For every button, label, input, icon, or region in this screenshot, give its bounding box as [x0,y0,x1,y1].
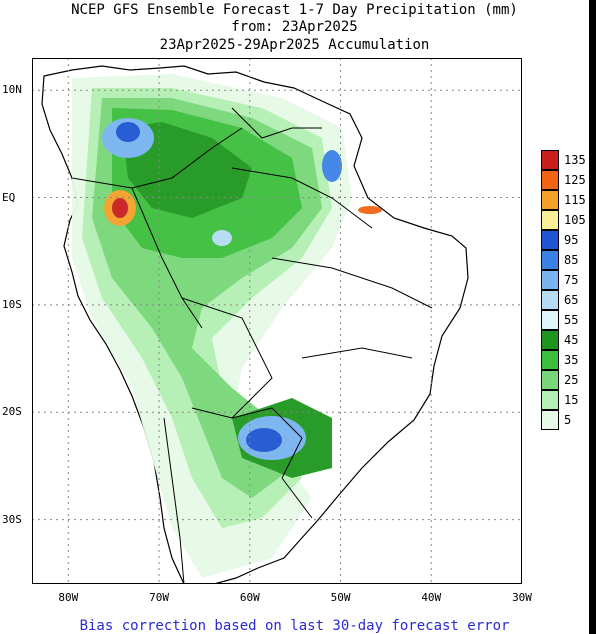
legend-color-box [541,290,559,310]
legend-label: 105 [564,213,586,227]
legend-label: 55 [564,313,579,327]
legend-color-box [541,390,559,410]
lat-tick-label: 20S [2,405,22,419]
legend-label: 85 [564,253,579,267]
precipitation-shading [72,74,382,578]
precip-blob-ecuador-red [112,198,128,218]
legend-label: 115 [564,193,586,207]
lon-tick-label: 30W [512,591,532,604]
map-svg [32,58,522,584]
lon-tick-label: 50W [330,591,351,604]
legend-label: 95 [564,233,579,247]
border-brazil-states-north [231,167,373,229]
legend-label: 125 [564,173,586,187]
legend-label: 15 [564,393,579,407]
legend-color-box [541,250,559,270]
legend-color-box [541,350,559,370]
lon-tick-label: 40W [421,591,442,604]
lon-tick-label: 70W [149,591,169,604]
border-peru-brazil [131,187,203,329]
legend-label: 25 [564,373,579,387]
legend-label: 135 [564,153,586,167]
border-colombia-brazil [71,127,243,189]
legend-label: 35 [564,353,579,367]
precip-blob-amazon-lightblue [212,230,232,246]
border-argentina-chile [163,417,185,584]
bias-correction-note: Bias correction based on last 30-day for… [79,618,510,634]
border-venezuela-guyana [231,107,322,139]
image-right-border [589,0,596,634]
map-title: NCEP GFS Ensemble Forecast 1-7 Day Preci… [71,2,518,18]
legend-label: 75 [564,273,579,287]
lat-tick-label: 10N [2,83,22,97]
legend-color-box [541,170,559,190]
border-brazil-states-south [301,347,413,359]
forecast-start-date: from: 23Apr2025 [231,19,358,35]
legend-color-box [541,410,559,430]
lat-tick-label: 30S [2,512,22,526]
border-bolivia [181,297,273,419]
border-uruguay [281,477,313,519]
map-frame [32,58,522,584]
legend-color-box [541,310,559,330]
precip-blob-guiana-blue [322,150,342,182]
precip-blob-paraguay-darkblue [246,428,282,452]
border-brazil-states-central [271,257,433,309]
legend-color-box [541,270,559,290]
legend-color-box [541,330,559,350]
legend-label: 45 [564,333,579,347]
legend-color-box [541,370,559,390]
lat-tick-label: 10S [2,297,22,311]
legend-color-box [541,210,559,230]
lon-tick-label: 60W [239,591,260,604]
legend-label: 65 [564,293,579,307]
lon-tick-label: 80W [58,591,79,604]
legend-color-box [541,190,559,210]
accumulation-period: 23Apr2025-29Apr2025 Accumulation [159,37,430,53]
border-paraguay [231,407,303,479]
precip-zone-45mm [122,122,252,218]
precip-blob-colombia-darkblue [116,122,140,142]
lat-lon-gridlines [32,58,522,584]
lat-tick-label: EQ [2,190,16,204]
legend-label: 5 [564,413,572,427]
precipitation-map [32,58,522,584]
precip-blob-coast-orange [358,206,382,214]
legend-color-box [541,230,559,250]
country-borders [71,107,433,584]
legend-color-box [541,150,559,170]
